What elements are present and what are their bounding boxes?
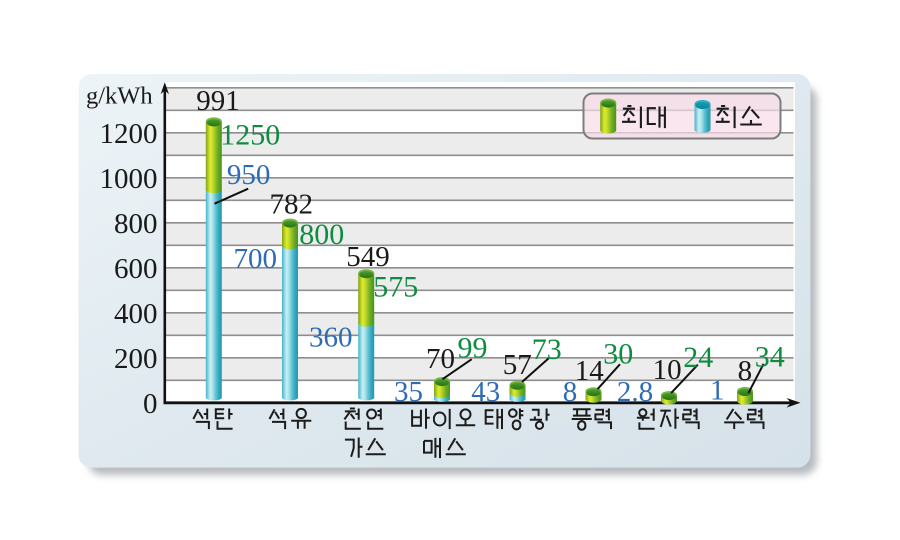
svg-text:34: 34 bbox=[755, 340, 785, 373]
svg-text:400: 400 bbox=[114, 298, 158, 330]
svg-text:10: 10 bbox=[653, 354, 682, 386]
svg-text:g/kWh: g/kWh bbox=[86, 83, 153, 110]
svg-text:1200: 1200 bbox=[100, 118, 158, 150]
svg-text:43: 43 bbox=[471, 376, 500, 408]
svg-text:8: 8 bbox=[563, 376, 578, 408]
svg-text:1250: 1250 bbox=[220, 119, 280, 152]
svg-text:700: 700 bbox=[233, 243, 277, 275]
svg-text:24: 24 bbox=[683, 341, 713, 374]
svg-text:30: 30 bbox=[603, 337, 633, 370]
svg-text:0: 0 bbox=[143, 388, 158, 420]
svg-text:782: 782 bbox=[270, 189, 314, 221]
svg-text:2.8: 2.8 bbox=[617, 376, 653, 408]
svg-text:800: 800 bbox=[299, 218, 344, 251]
svg-text:950: 950 bbox=[227, 159, 271, 191]
svg-text:35: 35 bbox=[394, 376, 423, 408]
svg-text:99: 99 bbox=[458, 332, 488, 365]
svg-text:14: 14 bbox=[575, 355, 605, 387]
svg-text:360: 360 bbox=[309, 322, 353, 354]
svg-text:600: 600 bbox=[114, 253, 158, 285]
svg-text:800: 800 bbox=[114, 208, 158, 240]
svg-text:991: 991 bbox=[196, 85, 240, 117]
svg-text:200: 200 bbox=[114, 343, 158, 375]
svg-text:1000: 1000 bbox=[100, 163, 158, 195]
svg-text:1: 1 bbox=[710, 374, 725, 406]
svg-text:57: 57 bbox=[503, 349, 532, 381]
svg-text:73: 73 bbox=[532, 333, 562, 366]
svg-text:70: 70 bbox=[426, 343, 455, 375]
svg-text:549: 549 bbox=[346, 241, 390, 273]
svg-text:575: 575 bbox=[373, 271, 418, 304]
svg-text:8: 8 bbox=[738, 355, 753, 387]
